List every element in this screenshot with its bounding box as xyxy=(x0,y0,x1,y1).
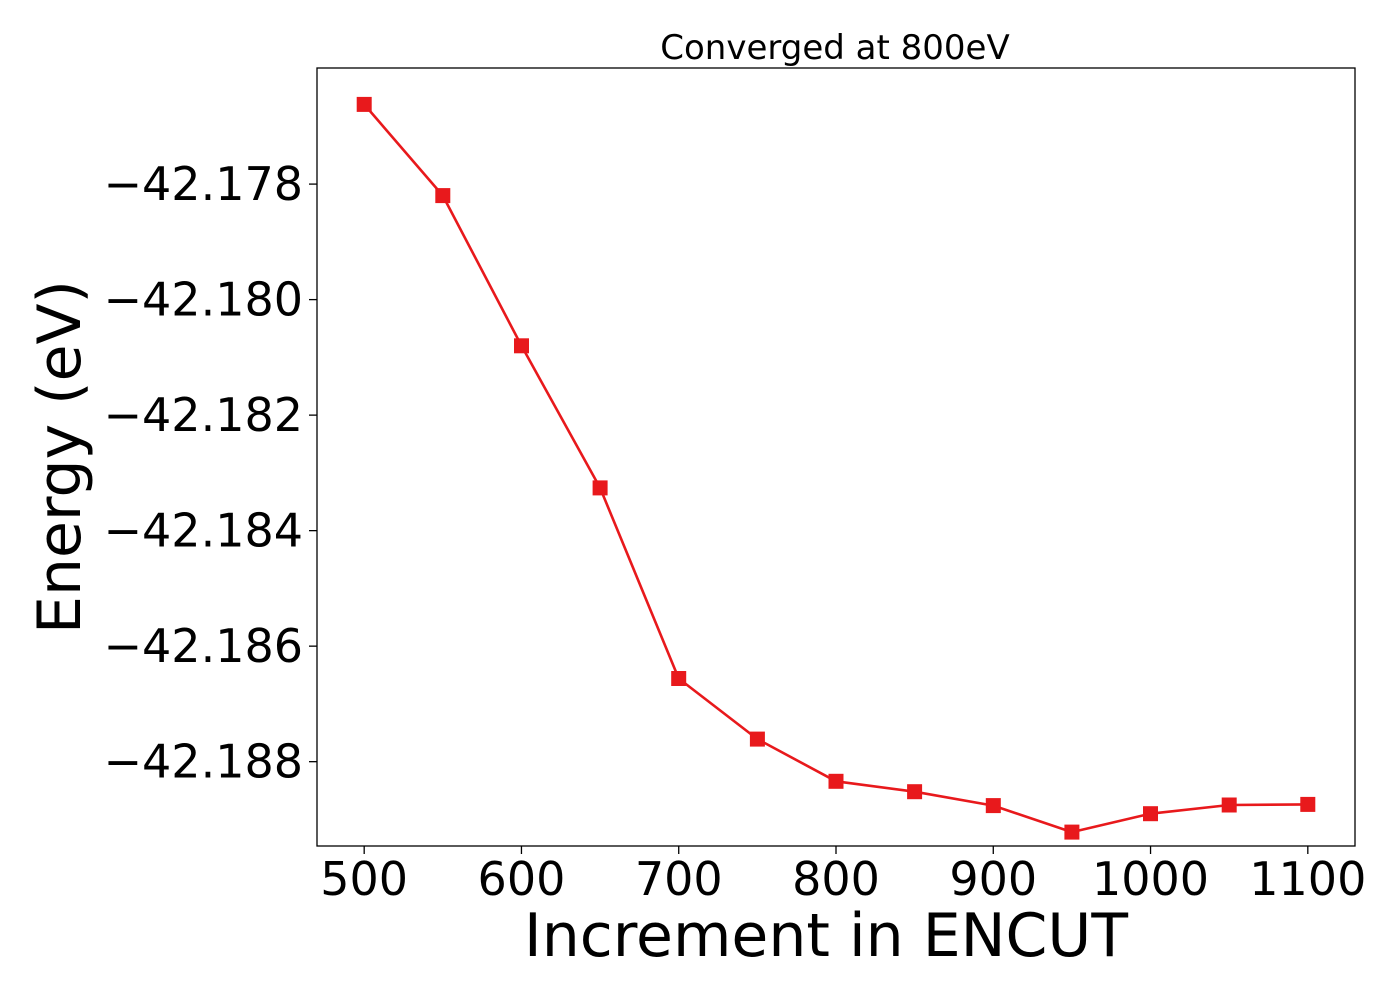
y-tick-label: −42.180 xyxy=(104,273,304,327)
y-tick-label: −42.186 xyxy=(104,619,304,673)
data-point-marker xyxy=(907,784,923,800)
x-tick-label: 1000 xyxy=(1092,852,1209,906)
x-axis-ticks: 500 600 700 800 900 1000 1100 xyxy=(320,846,1366,906)
y-tick-label: −42.184 xyxy=(104,504,304,558)
y-axis-label: Energy (eV) xyxy=(25,280,95,634)
x-tick-label: 800 xyxy=(792,852,880,906)
x-tick-label: 500 xyxy=(320,852,408,906)
data-point-marker xyxy=(985,798,1001,814)
data-point-marker xyxy=(1221,797,1237,813)
data-point-marker xyxy=(1143,806,1158,822)
chart-title: Converged at 800eV xyxy=(660,28,1009,68)
data-point-marker xyxy=(828,773,844,789)
x-axis-label: Increment in ENCUT xyxy=(524,901,1128,971)
y-tick-label: −42.178 xyxy=(104,157,304,211)
data-point-marker xyxy=(671,671,687,686)
data-point-marker xyxy=(435,188,451,204)
y-tick-label: −42.182 xyxy=(104,388,304,442)
x-tick-label: 1100 xyxy=(1249,852,1366,906)
data-point-marker xyxy=(356,96,372,112)
data-point-marker xyxy=(1064,824,1080,840)
data-point-marker xyxy=(749,731,765,747)
y-axis-ticks: −42.178 −42.180 −42.182 −42.184 −42.186 −42.1… xyxy=(104,157,317,789)
data-point-marker xyxy=(1300,796,1316,812)
x-tick-label: 700 xyxy=(635,852,723,906)
plot-area xyxy=(356,96,1316,840)
data-point-marker xyxy=(514,338,529,354)
x-tick-label: 600 xyxy=(478,852,566,906)
data-point-marker xyxy=(592,480,608,496)
y-tick-label: −42.188 xyxy=(104,735,304,789)
x-tick-label: 900 xyxy=(949,852,1037,906)
